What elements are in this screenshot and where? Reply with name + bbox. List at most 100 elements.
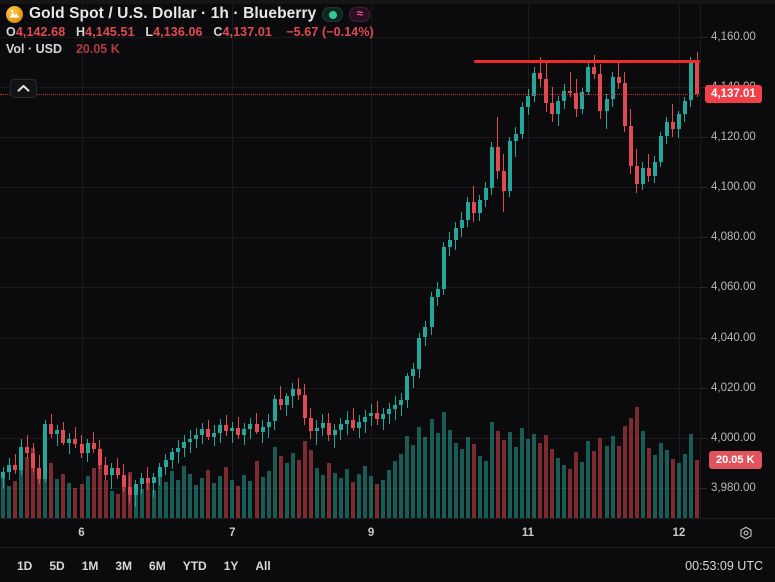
price-tick-label: 4,020.00 — [711, 381, 756, 394]
candle-body — [495, 146, 500, 171]
range-button-5d[interactable]: 5D — [42, 556, 71, 576]
volume-bar — [339, 478, 343, 518]
candle-body — [170, 451, 174, 461]
volume-bar — [574, 452, 579, 518]
volume-bar — [646, 448, 651, 518]
candle-body — [254, 424, 259, 432]
volume-bar — [387, 470, 392, 518]
window-top-strip — [0, 0, 775, 4]
candle-body — [634, 165, 639, 185]
chart-plot-area[interactable] — [0, 4, 700, 518]
volume-bar — [37, 471, 42, 518]
volume-bar — [218, 476, 223, 518]
volume-bar — [351, 482, 355, 518]
candle-body — [302, 395, 307, 418]
candle-body — [640, 168, 645, 185]
volume-bar — [230, 479, 235, 518]
volume-bar — [622, 426, 627, 518]
volume-bar — [326, 463, 331, 518]
symbol-title: Gold Spot / U.S. Dollar · 1h · Blueberry — [29, 5, 317, 23]
candle-wick — [56, 425, 58, 447]
volume-bar — [459, 449, 464, 518]
range-button-6m[interactable]: 6M — [142, 556, 173, 576]
gear-icon[interactable] — [738, 526, 754, 542]
candle-wick — [539, 56, 541, 87]
volume-bar — [103, 480, 108, 518]
candle-body — [1, 471, 5, 478]
volume-bar — [628, 417, 633, 518]
candle-body — [49, 424, 54, 434]
chart-legend: Gold Spot / U.S. Dollar · 1h · Blueberry… — [6, 6, 374, 56]
resistance-line[interactable] — [473, 60, 700, 64]
volume-bar — [314, 467, 319, 518]
candle-wick — [382, 407, 384, 431]
candle-body — [266, 421, 271, 427]
volume-bar — [411, 445, 416, 518]
candle-body — [646, 168, 651, 176]
candle-body — [357, 421, 362, 428]
candle-body — [429, 297, 434, 328]
volume-bar — [91, 468, 96, 518]
utc-clock: 00:53:09 UTC — [685, 558, 763, 573]
candle-wick — [618, 62, 619, 90]
volume-bar — [568, 468, 573, 518]
candle-body — [272, 398, 277, 422]
range-button-1d[interactable]: 1D — [10, 556, 39, 576]
volume-bar — [423, 437, 428, 518]
candle-body — [586, 66, 591, 92]
candle-body — [308, 417, 313, 432]
candle-body — [411, 368, 416, 377]
gridline-horizontal — [0, 387, 700, 389]
current-price-tag[interactable]: 4,137.01 — [705, 85, 762, 104]
volume-bar — [164, 481, 168, 518]
volume-bar — [320, 475, 325, 518]
candle-wick — [111, 462, 113, 490]
gridline-horizontal — [0, 237, 700, 239]
volume-bar — [465, 437, 470, 518]
range-button-3m[interactable]: 3M — [108, 556, 139, 576]
range-button-1y[interactable]: 1Y — [217, 556, 246, 576]
candle-body — [43, 424, 48, 480]
volume-bar — [598, 437, 603, 518]
price-axis[interactable]: 4,160.004,140.004,120.004,100.004,080.00… — [700, 4, 775, 518]
gold-coin-icon — [6, 6, 23, 23]
volume-bar — [610, 435, 615, 518]
collapse-legend-button[interactable] — [10, 79, 37, 98]
volume-bar — [676, 463, 681, 518]
volume-bar — [242, 474, 247, 518]
time-tick-label: 12 — [672, 527, 686, 539]
candle-body — [212, 432, 217, 437]
range-button-ytd[interactable]: YTD — [176, 556, 214, 576]
data-feed-badge[interactable]: ≈ — [349, 7, 371, 22]
candle-body — [393, 405, 398, 409]
candle-body — [55, 430, 60, 434]
candle-body — [628, 125, 633, 166]
volume-bar — [151, 489, 156, 518]
range-button-1m[interactable]: 1M — [75, 556, 106, 576]
candle-wick — [14, 454, 16, 475]
volume-bar — [260, 477, 265, 518]
candle-wick — [606, 94, 607, 130]
candle-body — [200, 429, 205, 436]
connection-status-badge[interactable] — [322, 7, 344, 22]
symbol-header: Gold Spot / U.S. Dollar · 1h · Blueberry… — [6, 6, 374, 23]
volume-bar — [634, 406, 639, 518]
gridline-horizontal — [0, 36, 700, 38]
time-axis[interactable]: 6 7 9 11 12 — [0, 518, 775, 548]
volume-bar — [369, 476, 374, 518]
candle-body — [580, 91, 585, 110]
volume-bar — [73, 487, 78, 518]
volume-bar — [538, 443, 543, 518]
volume-bar — [182, 465, 187, 518]
candle-body — [7, 465, 12, 472]
candle-wick — [177, 440, 179, 463]
candle-body — [441, 247, 446, 289]
gridline-vertical — [678, 4, 680, 518]
volume-bar — [495, 430, 500, 518]
candle-wick — [352, 407, 354, 432]
candle-body — [332, 430, 337, 436]
range-button-all[interactable]: All — [248, 556, 277, 576]
volume-tag[interactable]: 20.05 K — [709, 451, 762, 469]
volume-bar — [544, 435, 549, 518]
